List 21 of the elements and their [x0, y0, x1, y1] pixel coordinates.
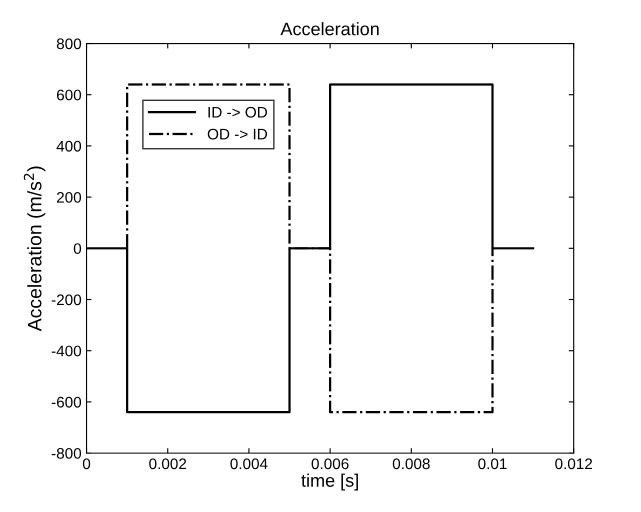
y-axis-title: Acceleration (m/s$^{2}$) — [24, 166, 46, 332]
x-tick-label: 0 — [82, 458, 90, 470]
y-tick-label: 800 — [56, 38, 82, 50]
y-tick-label: -400 — [52, 346, 82, 356]
y-tick-label: 600 — [56, 90, 82, 100]
y-tick-label: -200 — [52, 294, 82, 306]
legend-label: ID -> OD — [208, 106, 268, 118]
y-tick-label: -600 — [52, 396, 82, 408]
y-tick-label: 200 — [56, 192, 82, 203]
x-tick-label: 0.004 — [230, 458, 268, 470]
x-tick-label: 0.01 — [478, 458, 507, 470]
y-tick-label: -800 — [52, 448, 82, 459]
x-tick-label: 0.006 — [312, 458, 349, 470]
chart-title: Acceleration — [280, 22, 379, 36]
y-tick-label: 0 — [74, 243, 82, 254]
legend-label: OD -> ID — [208, 128, 268, 140]
x-tick-label: 0.008 — [392, 458, 430, 470]
x-tick-label: 0.012 — [555, 458, 592, 470]
x-axis-title: time [s] — [301, 474, 358, 490]
y-tick-label: 400 — [56, 140, 82, 152]
x-tick-label: 0.002 — [149, 458, 186, 470]
